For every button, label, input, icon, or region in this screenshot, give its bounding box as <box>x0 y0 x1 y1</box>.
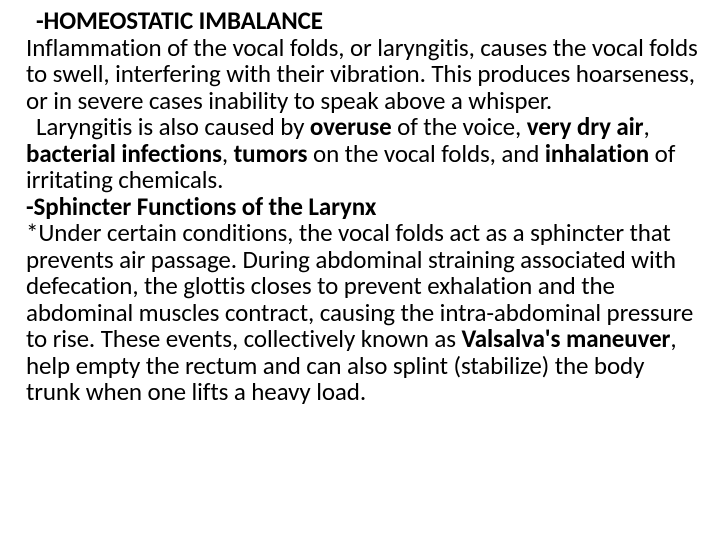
p2-b4: tumors <box>234 138 308 169</box>
p2-b5: inhalation <box>545 138 649 169</box>
paragraph-inflammation: Inflammation of the vocal folds, or lary… <box>26 35 704 115</box>
paragraph-causes: Laryngitis is also caused by overuse of … <box>26 114 704 194</box>
slide-body: -HOMEOSTATIC IMBALANCE Inflammation of t… <box>0 0 720 540</box>
p1-text: Inflammation of the vocal folds, or lary… <box>26 32 698 116</box>
paragraph-valsalva: *Under certain conditions, the vocal fol… <box>26 220 704 406</box>
p2-t4: , <box>222 138 234 169</box>
p2-t5: on the vocal folds, and <box>307 138 544 169</box>
